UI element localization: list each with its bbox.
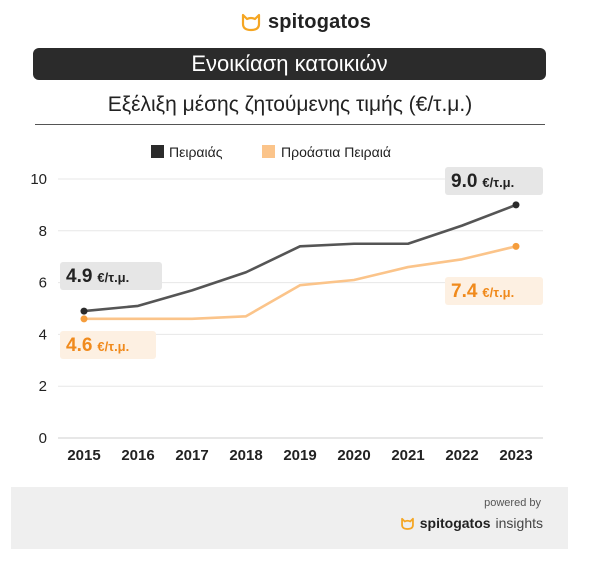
x-tick-label: 2016 — [121, 447, 154, 464]
data-label: 4.6 €/τ.μ. — [66, 335, 129, 356]
data-label: 9.0 €/τ.μ. — [451, 171, 514, 192]
x-tick-label: 2021 — [391, 447, 424, 464]
legend-label: Πειραιάς — [169, 144, 223, 160]
footer-product-name: insights — [495, 515, 543, 531]
x-tick-label: 2015 — [67, 447, 100, 464]
x-tick-label: 2019 — [283, 447, 316, 464]
chart-title: Εξέλιξη μέσης ζητούμενης τιμής (€/τ.μ.) — [107, 93, 473, 116]
y-tick-label: 8 — [39, 223, 47, 240]
x-tick-label: 2022 — [445, 447, 478, 464]
brand-name: spitogatos — [267, 10, 372, 33]
y-tick-label: 4 — [39, 326, 47, 343]
legend-swatch — [151, 145, 164, 158]
x-tick-label: 2023 — [499, 447, 532, 464]
x-tick-label: 2018 — [229, 447, 262, 464]
legend-swatch — [262, 145, 275, 158]
title-banner: Ενοικίαση κατοικιών — [33, 48, 546, 80]
y-tick-label: 6 — [39, 275, 47, 292]
data-label-box — [60, 331, 156, 359]
cat-head-icon — [400, 517, 414, 530]
data-point — [512, 201, 520, 209]
data-label-box — [445, 167, 543, 195]
series-line — [82, 203, 518, 313]
data-label-box — [60, 262, 162, 290]
y-tick-label: 10 — [30, 171, 47, 188]
footer-brand-logo: spitogatos insights — [400, 515, 543, 531]
data-point — [512, 242, 520, 250]
powered-by-label: powered by — [484, 497, 541, 509]
x-tick-label: 2017 — [175, 447, 208, 464]
cat-head-icon — [241, 13, 261, 32]
page-title: Ενοικίαση κατοικιών — [191, 51, 388, 76]
data-label-box — [445, 277, 543, 305]
footer-brand-name: spitogatos — [419, 515, 491, 531]
y-tick-label: 2 — [39, 378, 47, 395]
series-line — [82, 245, 518, 321]
line-chart: 0 2 4 6 8 10 2015 2016 2017 2018 2019 2020 2021 2022 2… — [30, 144, 543, 464]
data-label: 4.9 €/τ.μ. — [66, 266, 129, 287]
title-divider — [35, 124, 545, 125]
data-point — [80, 307, 88, 315]
brand-logo: spitogatos — [0, 8, 611, 36]
data-point — [80, 315, 88, 323]
data-label: 7.4 €/τ.μ. — [451, 281, 514, 302]
footer: powered by spitogatos insights — [11, 487, 568, 549]
x-tick-label: 2020 — [337, 447, 370, 464]
legend-label: Προάστια Πειραιά — [281, 144, 391, 160]
y-tick-label: 0 — [39, 430, 47, 447]
